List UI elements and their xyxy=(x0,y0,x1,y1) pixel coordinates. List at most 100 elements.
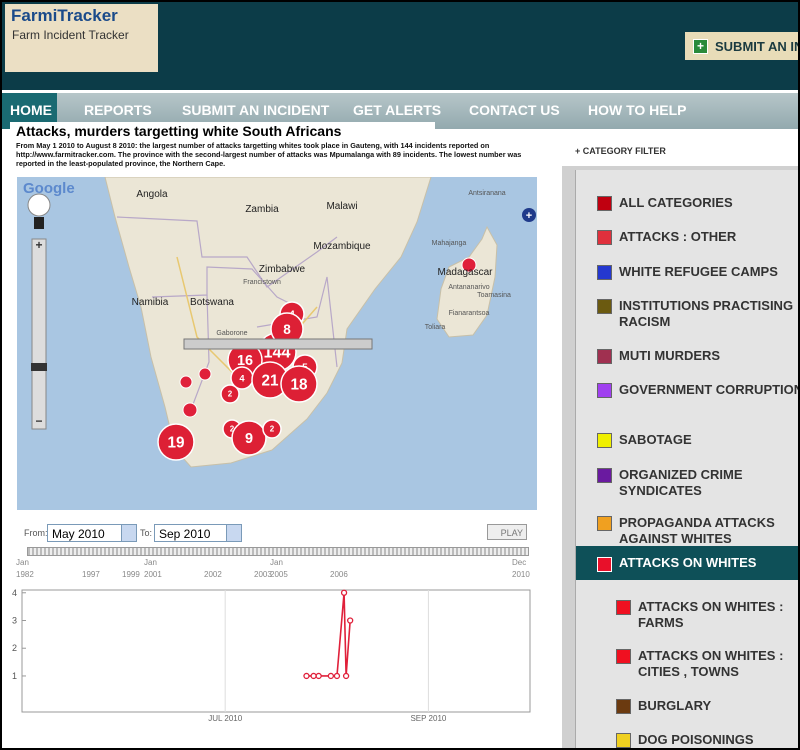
y-tick-label: 2 xyxy=(12,643,17,653)
category-panel: ALL CATEGORIES ATTACKS : OTHER WHITE REFUG… xyxy=(575,170,798,748)
category-swatch xyxy=(597,230,612,245)
y-tick-label: 3 xyxy=(12,616,17,626)
to-label: To: xyxy=(140,528,153,538)
map[interactable]: + − + Angola Zambia Malawi Mozambique Zimbab… xyxy=(17,177,537,510)
sidebar: + CATEGORY FILTER ALL CATEGORIES ATTACKS … xyxy=(562,130,798,748)
data-point xyxy=(342,672,350,680)
category-swatch xyxy=(597,433,612,448)
nav-link[interactable]: HOME xyxy=(10,102,52,118)
x-tick-label: SEP 2010 xyxy=(410,714,446,722)
nav-link[interactable]: HOW TO HELP xyxy=(588,102,687,118)
expand-control[interactable]: + xyxy=(522,208,536,222)
category-item[interactable]: ATTACKS ON WHITES : CITIES , TOWNS xyxy=(576,648,798,680)
category-item[interactable]: DOG POISONINGS xyxy=(576,732,798,748)
incident-marker[interactable] xyxy=(198,367,212,381)
category-item[interactable]: PROPAGANDA ATTACKS AGAINST WHITES xyxy=(576,515,798,547)
category-label: BURGLARY xyxy=(638,698,712,713)
place-label: Mahajanga xyxy=(432,240,467,247)
logo[interactable]: FarmiTracker Farm Incident Tracker xyxy=(5,4,158,72)
zoom-control[interactable]: + − xyxy=(31,238,47,430)
cluster-count: 18 xyxy=(290,376,308,393)
cluster-count: 2 xyxy=(270,425,275,434)
submit-label: SUBMIT AN IN xyxy=(715,39,800,54)
nav-link[interactable]: SUBMIT AN INCIDENT xyxy=(182,102,330,118)
category-swatch xyxy=(616,600,631,615)
category-item[interactable]: GOVERNMENT CORRUPTION xyxy=(576,382,798,414)
tick-month: Jan xyxy=(270,558,283,567)
category-swatch xyxy=(597,265,612,280)
category-item[interactable]: ORGANIZED CRIME SYNDICATES xyxy=(576,467,798,499)
category-label: ATTACKS : OTHER xyxy=(619,229,737,244)
from-select[interactable]: May 2010 xyxy=(47,524,137,542)
nav-link[interactable]: GET ALERTS xyxy=(353,102,442,118)
category-label: SABOTAGE xyxy=(619,432,692,447)
place-label: Malawi xyxy=(326,201,357,212)
play-button[interactable]: PLAY xyxy=(487,524,527,540)
from-value: May 2010 xyxy=(52,527,105,541)
tick-year: 2003 xyxy=(254,570,272,579)
timeline-chart: 1 2 3 4 JUL 2010 SEP 2010 xyxy=(12,588,531,722)
cluster-marker[interactable] xyxy=(220,384,240,404)
nav-link[interactable]: CONTACT US xyxy=(469,102,560,118)
time-slider[interactable] xyxy=(27,547,529,556)
category-selected[interactable]: ATTACKS ON WHITES xyxy=(576,546,798,580)
category-item[interactable]: MUTI MURDERS xyxy=(576,348,798,380)
cluster-marker[interactable] xyxy=(157,423,195,461)
category-swatch xyxy=(597,516,612,531)
from-label: From: xyxy=(24,528,48,538)
place-label: Botswana xyxy=(190,297,234,308)
category-item[interactable]: INSTITUTIONS PRACTISING RACISM xyxy=(576,298,798,330)
category-label: INSTITUTIONS PRACTISING RACISM xyxy=(619,298,794,329)
category-item[interactable]: BURGLARY xyxy=(576,698,798,730)
to-value: Sep 2010 xyxy=(159,527,211,541)
data-point xyxy=(315,672,322,680)
category-swatch xyxy=(597,468,612,483)
incident-marker[interactable] xyxy=(461,257,477,273)
place-label: Antananarivo xyxy=(448,284,489,291)
tick-year: 2006 xyxy=(330,570,348,579)
data-point xyxy=(333,672,341,680)
category-item[interactable]: SABOTAGE xyxy=(576,432,798,464)
tick-year: 2010 xyxy=(512,570,530,579)
category-item[interactable]: ATTACKS ON WHITES : FARMS xyxy=(576,599,798,631)
incident-marker[interactable] xyxy=(179,375,193,389)
tick-year: 1982 xyxy=(16,570,34,579)
category-item[interactable]: ALL CATEGORIES xyxy=(576,195,798,227)
submit-button[interactable]: + SUBMIT AN IN xyxy=(685,32,800,60)
category-label: PROPAGANDA ATTACKS AGAINST WHITES xyxy=(619,515,775,546)
pan-control[interactable] xyxy=(27,193,51,229)
data-point xyxy=(327,672,335,680)
category-label: MUTI MURDERS xyxy=(619,348,721,363)
cluster-count: 8 xyxy=(283,322,291,337)
dropdown-arrow xyxy=(226,525,241,541)
timeline-ticks: Jan 1982 1997 1999 Jan 2001 2002 2003 Jan 2005 200… xyxy=(2,558,542,586)
tick-year: 2005 xyxy=(270,570,288,579)
category-swatch xyxy=(597,196,612,211)
cluster-marker[interactable] xyxy=(280,365,318,403)
cluster-count: 16 xyxy=(237,353,253,369)
category-label: WHITE REFUGEE CAMPS xyxy=(619,264,778,279)
land xyxy=(436,225,498,338)
filter-toggle[interactable]: + CATEGORY FILTER xyxy=(575,146,666,156)
y-tick-label: 1 xyxy=(12,671,17,681)
category-swatch xyxy=(616,699,631,714)
place-label: Fianarantsoa xyxy=(449,310,490,317)
category-swatch xyxy=(597,349,612,364)
nav-link[interactable]: REPORTS xyxy=(84,102,152,118)
category-item[interactable]: WHITE REFUGEE CAMPS xyxy=(576,264,798,296)
cluster-marker[interactable] xyxy=(231,420,267,456)
drag-bar[interactable] xyxy=(183,338,373,350)
category-label: ATTACKS ON WHITES xyxy=(619,555,757,570)
to-select[interactable]: Sep 2010 xyxy=(154,524,242,542)
place-label: Zambia xyxy=(245,204,279,215)
incident-marker[interactable] xyxy=(182,402,198,418)
land xyxy=(104,177,432,468)
tick-year: 1999 xyxy=(122,570,140,579)
category-item[interactable]: ATTACKS : OTHER xyxy=(576,229,798,261)
category-swatch xyxy=(616,649,631,664)
cluster-marker[interactable] xyxy=(262,419,282,439)
map-brand: Google xyxy=(23,180,75,197)
cluster-count: 9 xyxy=(245,431,253,447)
article-description: From May 1 2010 to August 8 2010: the la… xyxy=(16,141,522,168)
